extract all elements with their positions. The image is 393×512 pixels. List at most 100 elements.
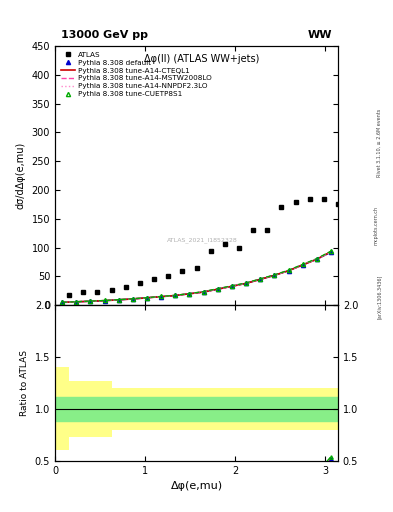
Pythia 8.308 tune-A14-CTEQL1: [201, 289, 206, 295]
Pythia 8.308 tune-A14-CTEQL1: [286, 268, 291, 274]
ATLAS: [293, 199, 298, 205]
Pythia 8.308 tune-A14-CTEQL1: [88, 298, 93, 304]
ATLAS: [321, 196, 326, 202]
Y-axis label: Ratio to ATLAS: Ratio to ATLAS: [20, 350, 29, 416]
Pythia 8.308 default: [74, 298, 79, 305]
Pythia 8.308 tune-A14-NNPDF2.3LO: [244, 280, 248, 286]
Pythia 8.308 tune-CUETP8S1: [74, 298, 79, 305]
Pythia 8.308 tune-A14-MSTW2008LO: [74, 298, 79, 305]
Text: mcplots.cern.ch: mcplots.cern.ch: [374, 206, 378, 245]
Pythia 8.308 tune-A14-NNPDF2.3LO: [272, 272, 277, 279]
Text: WW: WW: [308, 30, 332, 39]
Pythia 8.308 default: [102, 297, 107, 304]
Pythia 8.308 default: [244, 280, 248, 286]
Pythia 8.308 default: [145, 295, 149, 301]
Pythia 8.308 default: [88, 298, 93, 304]
ATLAS: [307, 196, 312, 202]
Text: Rivet 3.1.10, ≥ 2.6M events: Rivet 3.1.10, ≥ 2.6M events: [377, 109, 382, 178]
Pythia 8.308 default: [272, 272, 277, 279]
Pythia 8.308 default: [329, 249, 333, 255]
Pythia 8.308 tune-A14-MSTW2008LO: [88, 298, 93, 304]
Bar: [225, 388, 253, 430]
Pythia 8.308 tune-CUETP8S1: [272, 272, 277, 278]
Line: Pythia 8.308 default: Pythia 8.308 default: [60, 250, 333, 305]
Pythia 8.308 tune-A14-NNPDF2.3LO: [173, 292, 178, 298]
Pythia 8.308 tune-A14-MSTW2008LO: [329, 249, 333, 255]
Pythia 8.308 tune-A14-CTEQL1: [74, 298, 79, 305]
Pythia 8.308 tune-A14-MSTW2008LO: [314, 256, 319, 262]
Pythia 8.308 tune-A14-NNPDF2.3LO: [286, 268, 291, 274]
Bar: [112, 388, 140, 430]
Pythia 8.308 default: [187, 291, 192, 297]
ATLAS: [180, 268, 185, 274]
Line: Pythia 8.308 tune-A14-NNPDF2.3LO: Pythia 8.308 tune-A14-NNPDF2.3LO: [62, 252, 331, 303]
X-axis label: Δφ(e,mu): Δφ(e,mu): [171, 481, 222, 491]
Pythia 8.308 tune-A14-MSTW2008LO: [201, 289, 206, 295]
ATLAS: [67, 292, 72, 298]
Pythia 8.308 tune-A14-CTEQL1: [102, 297, 107, 304]
Pythia 8.308 tune-A14-MSTW2008LO: [173, 292, 178, 298]
Pythia 8.308 tune-A14-CTEQL1: [272, 272, 277, 279]
ATLAS: [194, 265, 199, 271]
Bar: [196, 388, 225, 430]
Pythia 8.308 default: [201, 289, 206, 295]
Pythia 8.308 tune-A14-CTEQL1: [159, 293, 163, 300]
Pythia 8.308 tune-A14-MSTW2008LO: [145, 294, 149, 301]
Pythia 8.308 tune-A14-CTEQL1: [60, 300, 64, 306]
Pythia 8.308 tune-CUETP8S1: [286, 267, 291, 273]
Pythia 8.308 tune-A14-NNPDF2.3LO: [314, 256, 319, 262]
Pythia 8.308 tune-CUETP8S1: [201, 288, 206, 294]
ATLAS: [336, 201, 340, 207]
Pythia 8.308 tune-A14-NNPDF2.3LO: [88, 298, 93, 304]
Pythia 8.308 default: [230, 283, 234, 289]
Line: Pythia 8.308 tune-CUETP8S1: Pythia 8.308 tune-CUETP8S1: [60, 249, 333, 304]
Bar: [140, 388, 168, 430]
Pythia 8.308 tune-A14-CTEQL1: [173, 292, 178, 298]
Pythia 8.308 tune-CUETP8S1: [88, 298, 93, 304]
Pythia 8.308 default: [173, 292, 178, 298]
Pythia 8.308 tune-A14-MSTW2008LO: [159, 293, 163, 300]
Pythia 8.308 tune-A14-CTEQL1: [230, 283, 234, 289]
ATLAS: [279, 204, 284, 210]
ATLAS: [166, 273, 171, 280]
Bar: [55, 368, 69, 451]
ATLAS: [81, 289, 86, 295]
Text: [arXiv:1306.3436]: [arXiv:1306.3436]: [377, 275, 382, 319]
Line: ATLAS: ATLAS: [67, 196, 340, 298]
Text: ATLAS_2021_I1852328: ATLAS_2021_I1852328: [167, 238, 237, 243]
Pythia 8.308 tune-CUETP8S1: [159, 293, 163, 300]
Pythia 8.308 tune-A14-NNPDF2.3LO: [230, 283, 234, 289]
Pythia 8.308 tune-CUETP8S1: [102, 297, 107, 304]
Bar: [69, 381, 97, 437]
Bar: [253, 388, 281, 430]
Pythia 8.308 tune-A14-CTEQL1: [187, 291, 192, 297]
Y-axis label: dσ/dΔφ(e,mu): dσ/dΔφ(e,mu): [16, 142, 26, 209]
Bar: [310, 388, 338, 430]
Pythia 8.308 tune-A14-MSTW2008LO: [130, 296, 135, 302]
Pythia 8.308 tune-A14-MSTW2008LO: [102, 297, 107, 304]
Pythia 8.308 tune-A14-MSTW2008LO: [272, 272, 277, 278]
ATLAS: [138, 280, 142, 286]
Pythia 8.308 tune-CUETP8S1: [130, 296, 135, 302]
Pythia 8.308 tune-A14-MSTW2008LO: [230, 283, 234, 289]
Text: 13000 GeV pp: 13000 GeV pp: [61, 30, 148, 39]
Pythia 8.308 tune-A14-NNPDF2.3LO: [258, 276, 263, 282]
ATLAS: [237, 245, 241, 251]
Pythia 8.308 default: [116, 297, 121, 303]
Pythia 8.308 tune-CUETP8S1: [244, 280, 248, 286]
Pythia 8.308 tune-A14-CTEQL1: [116, 297, 121, 303]
Pythia 8.308 tune-CUETP8S1: [314, 255, 319, 262]
Bar: [168, 388, 196, 430]
Pythia 8.308 tune-A14-NNPDF2.3LO: [329, 249, 333, 255]
Pythia 8.308 tune-A14-CTEQL1: [300, 262, 305, 268]
Pythia 8.308 tune-A14-CTEQL1: [258, 276, 263, 283]
Pythia 8.308 tune-CUETP8S1: [329, 248, 333, 254]
ATLAS: [208, 247, 213, 253]
ATLAS: [95, 289, 100, 295]
Bar: [55, 396, 338, 421]
Pythia 8.308 tune-CUETP8S1: [187, 290, 192, 296]
Pythia 8.308 default: [258, 276, 263, 283]
Pythia 8.308 tune-CUETP8S1: [230, 283, 234, 289]
Pythia 8.308 tune-A14-NNPDF2.3LO: [130, 296, 135, 302]
Pythia 8.308 default: [314, 256, 319, 262]
